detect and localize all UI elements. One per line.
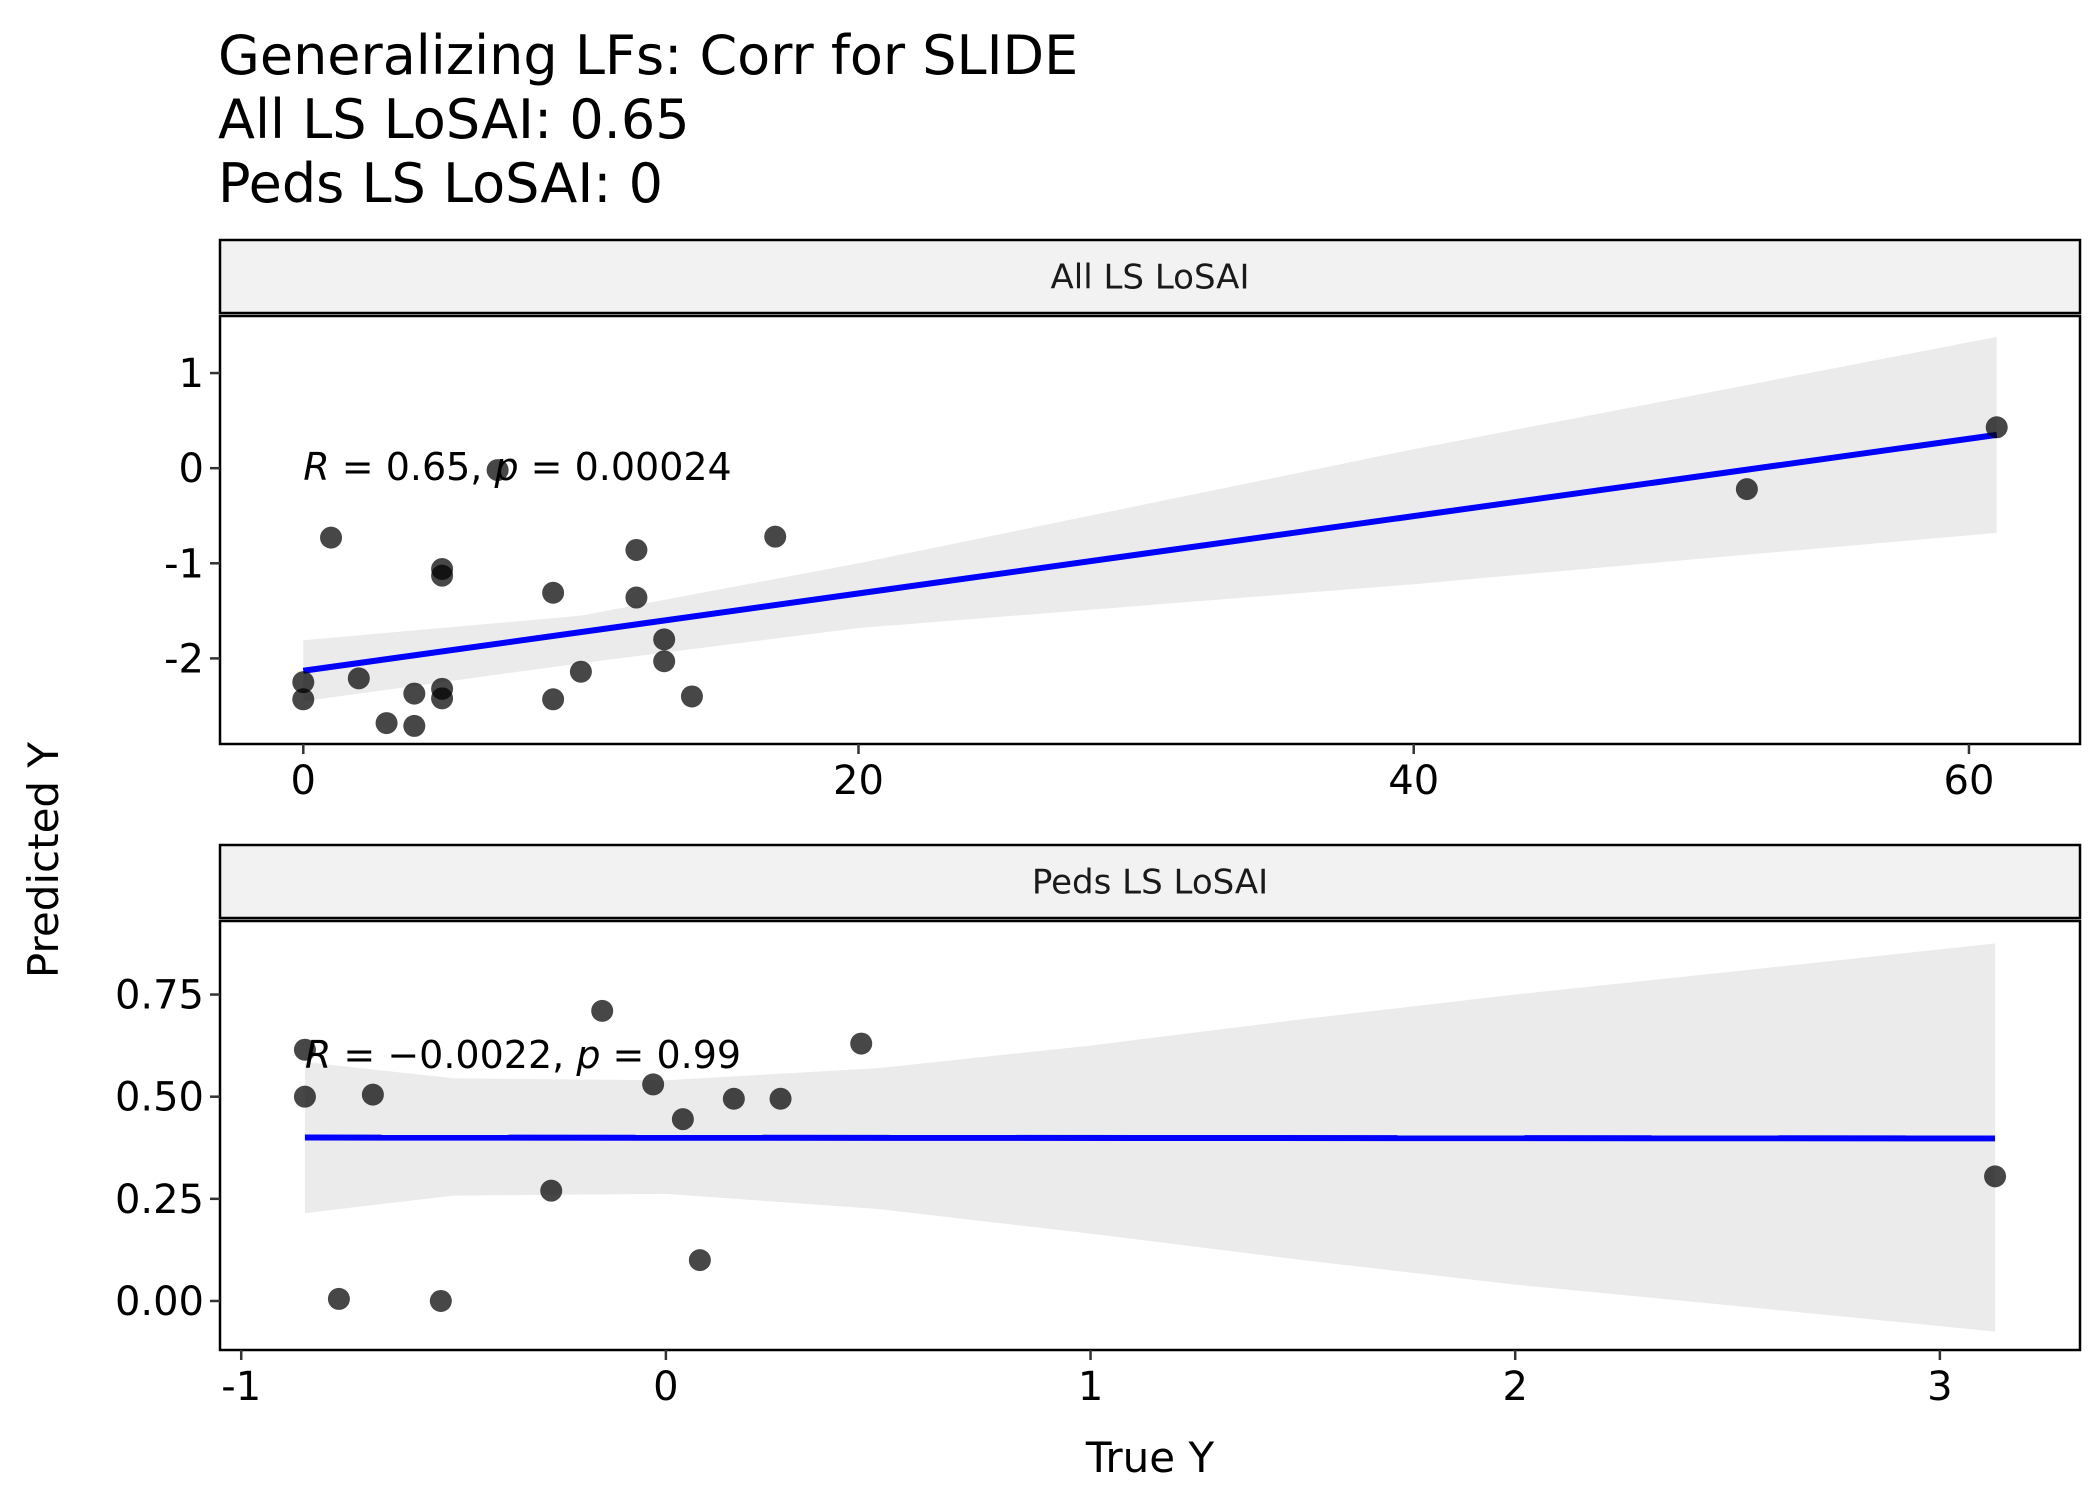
data-point (403, 714, 426, 737)
p-value: 0.00024 (575, 445, 732, 489)
panel-border (218, 314, 2082, 746)
data-point (403, 682, 426, 705)
p-value: 0.99 (656, 1033, 741, 1077)
data-point (625, 586, 648, 609)
data-point (347, 667, 370, 690)
y-tick-label: -1 (164, 541, 204, 587)
data-point (486, 459, 509, 482)
facet-strip-label: All LS LoSAI (1051, 258, 1250, 298)
r-value: −0.0022 (387, 1033, 552, 1077)
x-tick-label: 40 (1388, 758, 1439, 804)
data-point (1985, 416, 2008, 439)
facet-strip (218, 843, 2082, 920)
x-tick-label: 3 (1927, 1364, 1952, 1410)
data-point (327, 1287, 350, 1310)
data-point (542, 688, 565, 711)
facet-strip (218, 238, 2082, 315)
data-point (688, 1249, 711, 1272)
y-tick-label: 0.75 (115, 973, 204, 1019)
data-point (722, 1087, 745, 1110)
data-point (292, 688, 315, 711)
x-tick-label: 0 (291, 758, 316, 804)
panel-peds-ls-losai: Peds LS LoSAI R = −0.0022, p = 0.99 0.75 0.… (115, 843, 2082, 1410)
data-point (542, 581, 565, 604)
data-point (540, 1179, 563, 1202)
data-point (671, 1108, 694, 1131)
x-tick-label: 0 (653, 1364, 678, 1410)
data-point (850, 1032, 873, 1055)
title-line-2: All LS LoSAI: 0.65 (218, 88, 690, 151)
x-tick-label: 1 (1078, 1364, 1103, 1410)
title-line-1: Generalizing LFs: Corr for SLIDE (218, 24, 1079, 87)
data-point (293, 1038, 316, 1061)
y-axis-label: Predicted Y (19, 742, 68, 979)
data-point (642, 1073, 665, 1096)
data-point (293, 1085, 316, 1108)
data-point (653, 650, 676, 673)
data-point (431, 564, 454, 587)
data-point (1984, 1165, 2007, 1188)
data-point (375, 712, 398, 735)
x-axis-label: True Y (1085, 1433, 1215, 1482)
y-tick-label: 1 (179, 351, 204, 397)
data-point (680, 685, 703, 708)
regression-line (304, 1134, 1996, 1142)
data-point (1735, 478, 1758, 501)
y-tick-label: 0.25 (115, 1177, 204, 1223)
data-point (292, 671, 315, 694)
x-tick-label: 2 (1502, 1364, 1527, 1410)
y-tick-label: 0.00 (115, 1279, 204, 1325)
title-line-3: Peds LS LoSAI: 0 (218, 152, 663, 215)
regression-line (302, 431, 1998, 674)
data-point (625, 538, 648, 561)
data-point (591, 999, 614, 1022)
data-point (764, 525, 787, 548)
x-tick-label: 20 (833, 758, 884, 804)
r-value: 0.65 (386, 445, 471, 489)
data-point (320, 526, 343, 549)
y-tick-label: 0 (179, 446, 204, 492)
x-tick-label: 60 (1944, 758, 1995, 804)
y-tick-label: 0.50 (115, 1075, 204, 1121)
data-point (769, 1087, 792, 1110)
x-tick-label: -1 (221, 1364, 261, 1410)
correlation-annotation: R = −0.0022, p = 0.99 (305, 1033, 741, 1077)
data-point (431, 687, 454, 710)
data-point (429, 1289, 452, 1312)
data-point (361, 1083, 384, 1106)
data-point (653, 628, 676, 651)
correlation-annotation: R = 0.65, p = 0.00024 (303, 445, 731, 489)
panel-border (218, 919, 2082, 1352)
y-tick-label: -2 (164, 636, 204, 682)
panel-all-ls-losai: All LS LoSAI R = 0.65, p = 0.00024 1 0 -1 -2 0… (164, 238, 2082, 804)
data-point (569, 660, 592, 683)
facet-strip-label: Peds LS LoSAI (1032, 863, 1268, 903)
